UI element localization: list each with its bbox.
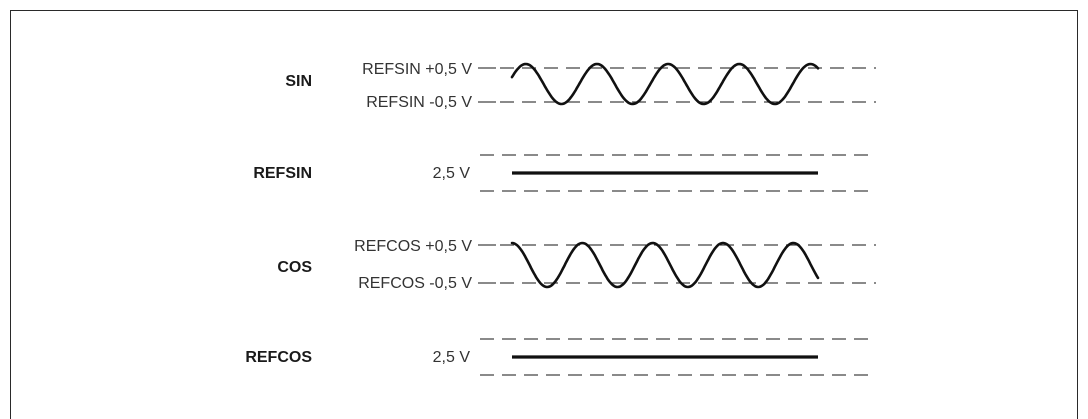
signal-sin: SIN REFSIN +0,5 V REFSIN -0,5 V [285, 61, 876, 111]
signal-name-refsin: REFSIN [253, 165, 312, 182]
signal-name-refcos: REFCOS [245, 349, 312, 366]
refcos-level-label: 2,5 V [433, 349, 471, 366]
cos-lower-ref-label: REFCOS -0,5 V [358, 275, 472, 292]
refsin-level-label: 2,5 V [433, 165, 471, 182]
diagram-frame [10, 10, 1078, 419]
sin-waveform [510, 62, 820, 106]
signal-refsin: REFSIN 2,5 V [253, 154, 876, 192]
signal-refcos: REFCOS 2,5 V [245, 338, 876, 376]
sin-lower-ref-label: REFSIN -0,5 V [366, 94, 472, 111]
sin-upper-ref-label: REFSIN +0,5 V [362, 61, 472, 78]
cos-waveform [510, 241, 820, 289]
signal-name-cos: COS [277, 259, 312, 276]
signal-cos: COS REFCOS +0,5 V REFCOS -0,5 V [277, 238, 876, 292]
signal-name-sin: SIN [285, 73, 312, 90]
cos-upper-ref-label: REFCOS +0,5 V [354, 238, 472, 255]
